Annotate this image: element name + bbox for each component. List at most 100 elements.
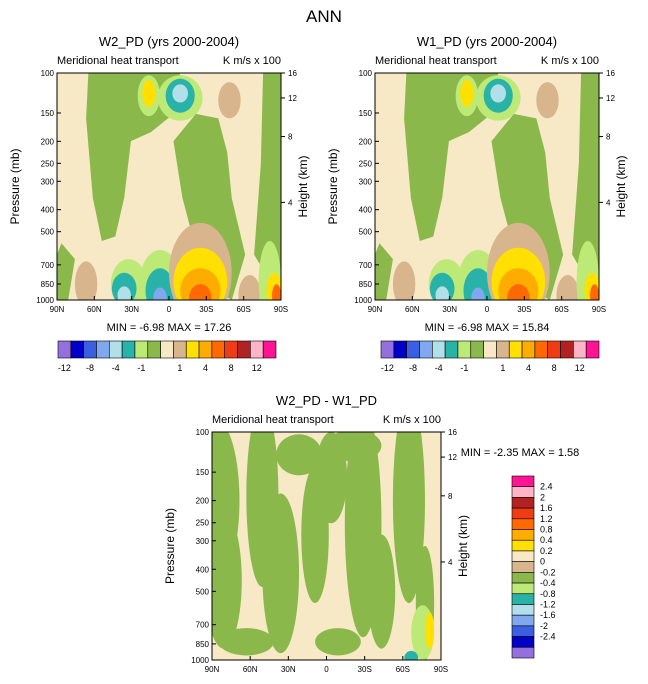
colorbar-swatch xyxy=(511,593,535,605)
colorbar-swatch xyxy=(57,340,72,359)
colorbar-label: -8 xyxy=(409,363,417,373)
colorbar-swatch xyxy=(511,539,535,552)
colorbar-swatch xyxy=(393,340,407,359)
y-tick-label: 850 xyxy=(41,280,55,289)
y-tick-label: 700 xyxy=(41,261,55,270)
y-tick-label: 200 xyxy=(196,497,210,506)
y2-axis-label: Height (km) xyxy=(296,155,310,217)
colorbar-swatch xyxy=(108,340,123,359)
colorbar-label: 1 xyxy=(177,363,182,373)
colorbar-label: 0.4 xyxy=(540,535,553,545)
contour-field xyxy=(375,73,599,300)
x-tick-label: 60N xyxy=(243,665,258,674)
colorbar-swatch xyxy=(483,340,497,359)
colorbar-swatch xyxy=(380,340,395,359)
colorbar-swatch xyxy=(444,340,459,359)
colorbar-swatch xyxy=(560,340,574,359)
panel-subtitle-right: K m/s x 100 xyxy=(223,55,281,67)
feature-pole-orange xyxy=(590,284,599,300)
y2-tick-label: 4 xyxy=(448,558,453,567)
colorbar-swatch xyxy=(511,646,535,659)
diff-green-patch-11 xyxy=(326,432,382,462)
colorbar-label: 0 xyxy=(540,557,545,567)
colorbar-swatch xyxy=(198,340,213,359)
stats-text: MIN = -2.35 MAX = 1.58 xyxy=(461,447,580,459)
y-tick-label: 100 xyxy=(359,69,373,78)
colorbar-swatch xyxy=(511,614,535,627)
colorbar-label: -0.2 xyxy=(540,567,556,577)
colorbar-swatch xyxy=(185,340,200,359)
panel-subtitle-right: K m/s x 100 xyxy=(383,414,441,426)
field-green-pole xyxy=(572,73,599,300)
y2-tick-label: 4 xyxy=(288,198,293,207)
colorbar-label: -1 xyxy=(460,363,468,373)
colorbar-label: -12 xyxy=(381,363,394,373)
colorbar-swatch xyxy=(70,340,84,359)
feature-pole-orange xyxy=(272,284,281,300)
y2-tick-label: 16 xyxy=(606,69,615,78)
feature-upper-yellow xyxy=(460,79,474,108)
colorbar-label: -8 xyxy=(86,363,94,373)
colorbar-label: -0.8 xyxy=(540,589,556,599)
x-tick-label: 90N xyxy=(205,665,220,674)
colorbar-label: 1.2 xyxy=(540,514,553,524)
y-tick-label: 500 xyxy=(41,228,55,237)
panel-diff: W2_PD - W1_PD Meridional heat transport K … xyxy=(163,393,579,674)
y-tick-label: 400 xyxy=(359,206,373,215)
colorbar-swatch xyxy=(134,340,149,359)
colorbar-diff: 2.421.61.20.80.40.20-0.2-0.4-0.8-1.2-1.6… xyxy=(511,475,556,659)
colorbar-label: 4 xyxy=(526,363,531,373)
panel-title: W1_PD (yrs 2000-2004) xyxy=(417,34,557,49)
colorbar-label: 8 xyxy=(229,363,234,373)
y-tick-label: 1000 xyxy=(36,296,54,305)
colorbar-swatch xyxy=(511,486,535,498)
y-tick-label: 200 xyxy=(359,137,373,146)
x-tick-label: 30S xyxy=(199,305,213,314)
feature-upper-yellow xyxy=(142,79,156,108)
feature-lower-tan-3 xyxy=(238,275,261,300)
y-tick-label: 300 xyxy=(41,177,55,186)
colorbar-swatch xyxy=(511,604,535,616)
y-tick-label: 150 xyxy=(196,468,210,477)
y2-tick-label: 8 xyxy=(288,133,293,142)
colorbar-swatch xyxy=(224,340,238,359)
x-tick-label: 30S xyxy=(358,665,372,674)
y-tick-label: 850 xyxy=(359,280,373,289)
panel-subtitle-left: Meridional heat transport xyxy=(57,55,179,67)
colorbar-swatch xyxy=(250,340,264,359)
y-tick-label: 1000 xyxy=(354,296,372,305)
colorbar-swatch xyxy=(262,340,277,359)
x-tick-label: 60S xyxy=(396,665,410,674)
colorbar-label: -1.6 xyxy=(540,610,556,620)
feature-upper-tan xyxy=(536,82,559,119)
diff-green-patch-8 xyxy=(367,534,396,649)
colorbar-label: 12 xyxy=(252,363,262,373)
contour-field xyxy=(212,432,441,660)
colorbar-swatch xyxy=(419,340,433,359)
diff-pole-yellow xyxy=(424,612,435,649)
y-tick-label: 700 xyxy=(196,621,210,630)
colorbar-label: 2 xyxy=(540,492,545,502)
y2-tick-label: 12 xyxy=(288,94,297,103)
feature-lower-blue-2 xyxy=(153,287,167,300)
colorbar-swatch xyxy=(508,340,523,359)
x-tick-label: 90S xyxy=(274,305,288,314)
colorbar-swatch xyxy=(121,340,136,359)
colorbar-label: -12 xyxy=(58,363,71,373)
y-tick-label: 100 xyxy=(196,428,210,437)
colorbar-label: 1.6 xyxy=(540,503,553,513)
y2-tick-label: 4 xyxy=(606,198,611,207)
stats-text: MIN = -6.98 MAX = 15.84 xyxy=(425,322,550,334)
diff-green-patch-9 xyxy=(392,432,425,603)
colorbar-label: 0.2 xyxy=(540,546,553,556)
y-tick-label: 1000 xyxy=(191,656,209,665)
colorbar-label: -2 xyxy=(540,621,548,631)
colorbar-label: 0.8 xyxy=(540,525,553,535)
panel-title: W2_PD - W1_PD xyxy=(276,393,377,408)
field-green-north xyxy=(404,73,499,241)
x-tick-label: 60N xyxy=(405,305,420,314)
feature-upper-tan xyxy=(218,82,241,119)
feature-lower-teal-2 xyxy=(463,268,493,300)
colorbar-swatch xyxy=(431,340,446,359)
